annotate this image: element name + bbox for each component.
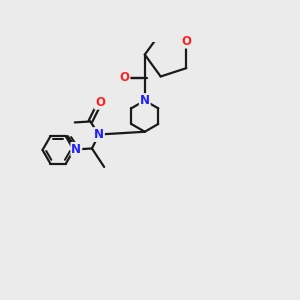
Text: N: N [71,143,81,156]
Text: O: O [95,96,105,109]
Text: O: O [119,71,130,84]
Text: N: N [94,128,104,141]
Text: O: O [181,34,191,48]
Text: N: N [140,94,150,107]
